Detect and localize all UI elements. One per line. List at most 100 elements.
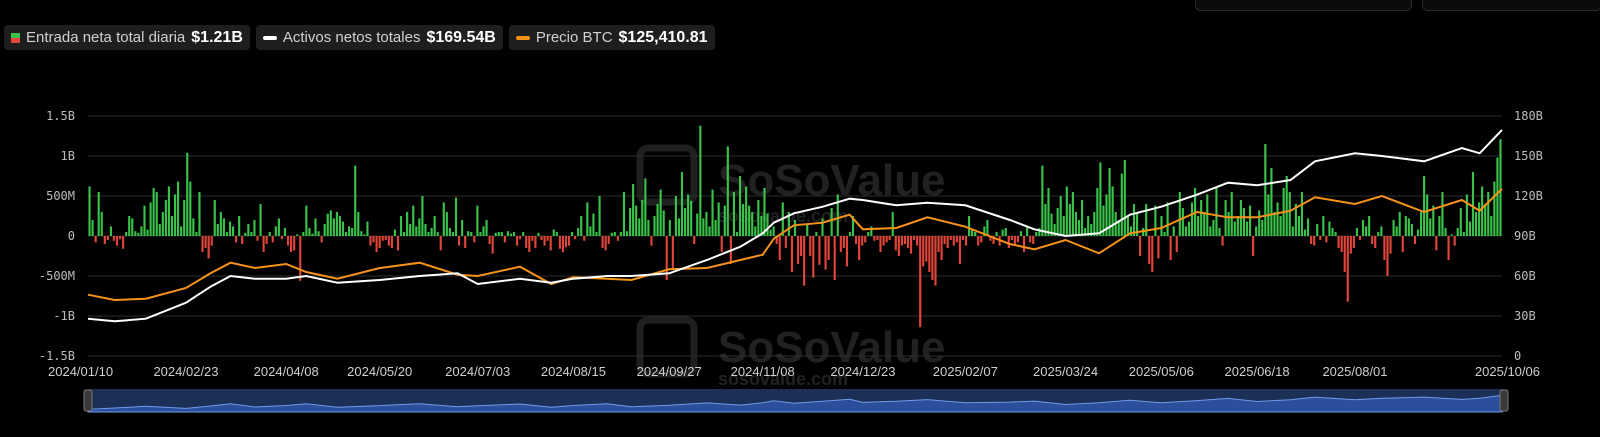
inflow-bar[interactable]	[344, 232, 348, 236]
inflow-bar[interactable]	[1245, 221, 1249, 236]
inflow-bar[interactable]	[742, 204, 745, 236]
inflow-bar[interactable]	[1197, 216, 1200, 236]
inflow-bar[interactable]	[357, 212, 360, 236]
inflow-bar[interactable]	[1371, 236, 1374, 244]
inflow-bar[interactable]	[326, 213, 329, 236]
inflow-bar[interactable]	[845, 236, 848, 267]
inflow-bar[interactable]	[861, 236, 864, 246]
btc-price-line[interactable]	[87, 188, 1503, 302]
inflow-bar[interactable]	[1087, 216, 1090, 236]
inflow-bar[interactable]	[387, 236, 390, 246]
inflow-bar[interactable]	[1117, 220, 1120, 236]
inflow-bar[interactable]	[1071, 192, 1074, 236]
inflow-bar[interactable]	[833, 236, 836, 280]
inflow-bar[interactable]	[751, 212, 754, 236]
inflow-bar[interactable]	[128, 216, 131, 236]
inflow-bar[interactable]	[146, 229, 149, 236]
inflow-bar[interactable]	[662, 210, 665, 236]
inflow-bar[interactable]	[1187, 221, 1191, 236]
inflow-bar[interactable]	[418, 218, 421, 236]
inflow-bar[interactable]	[512, 232, 516, 236]
inflow-bar[interactable]	[1255, 226, 1258, 236]
inflow-bar[interactable]	[250, 232, 253, 236]
inflow-bar[interactable]	[1172, 226, 1175, 236]
inflow-bar[interactable]	[1374, 236, 1377, 248]
inflow-bar[interactable]	[1328, 221, 1331, 236]
inflow-bar[interactable]	[1307, 218, 1310, 236]
inflow-bar[interactable]	[778, 236, 781, 260]
range-navigator[interactable]	[83, 389, 1509, 413]
inflow-bar[interactable]	[140, 226, 143, 236]
inflow-bar[interactable]	[989, 236, 992, 241]
inflow-bar[interactable]	[766, 213, 769, 236]
inflow-bar[interactable]	[109, 226, 112, 236]
inflow-bar[interactable]	[671, 236, 674, 268]
inflow-bar[interactable]	[1322, 216, 1325, 236]
legend-item-daily-inflow[interactable]: Entrada neta total diaria $1.21B	[4, 25, 250, 50]
inflow-bar[interactable]	[1108, 168, 1111, 236]
inflow-bar[interactable]	[406, 212, 409, 236]
inflow-bar[interactable]	[598, 196, 601, 236]
inflow-bar[interactable]	[1099, 162, 1102, 236]
inflow-bar[interactable]	[638, 218, 641, 236]
inflow-bar[interactable]	[1242, 208, 1246, 236]
inflow-bar[interactable]	[522, 232, 525, 236]
inflow-bar[interactable]	[210, 236, 213, 246]
inflow-bar[interactable]	[534, 236, 537, 248]
inflow-bar[interactable]	[1203, 212, 1206, 236]
inflow-bar[interactable]	[1068, 204, 1071, 236]
inflow-bar[interactable]	[1190, 202, 1194, 236]
inflow-bar[interactable]	[207, 236, 210, 259]
inflow-bar[interactable]	[503, 236, 506, 243]
inflow-bar[interactable]	[384, 236, 387, 240]
inflow-bar[interactable]	[1102, 205, 1105, 236]
inflow-bar[interactable]	[607, 236, 610, 244]
inflow-bar[interactable]	[134, 231, 137, 236]
inflow-bar[interactable]	[964, 236, 968, 246]
inflow-bar[interactable]	[809, 236, 812, 256]
inflow-bar[interactable]	[286, 236, 290, 246]
inflow-bar[interactable]	[238, 216, 241, 236]
inflow-bar[interactable]	[528, 236, 531, 252]
inflow-bar[interactable]	[180, 226, 183, 236]
inflow-bar[interactable]	[803, 236, 806, 286]
inflow-bar[interactable]	[1429, 218, 1432, 236]
inflow-bar[interactable]	[354, 165, 357, 236]
inflow-bar[interactable]	[351, 228, 354, 236]
inflow-bar[interactable]	[149, 202, 152, 236]
inflow-bar[interactable]	[1432, 205, 1435, 236]
inflow-bar[interactable]	[158, 224, 161, 236]
inflow-bar[interactable]	[1316, 224, 1319, 236]
inflow-bar[interactable]	[506, 231, 509, 236]
inflow-bar[interactable]	[283, 228, 287, 236]
inflow-bar[interactable]	[290, 236, 293, 252]
inflow-bar[interactable]	[393, 229, 396, 236]
inflow-bar[interactable]	[216, 224, 219, 236]
inflow-bar[interactable]	[906, 236, 910, 248]
inflow-bar[interactable]	[1111, 186, 1114, 236]
inflow-bar[interactable]	[1050, 213, 1053, 236]
inflow-bar[interactable]	[1456, 228, 1459, 236]
inflow-bar[interactable]	[772, 226, 775, 236]
inflow-bar[interactable]	[1224, 200, 1227, 236]
inflow-bar[interactable]	[302, 232, 305, 236]
inflow-bar[interactable]	[228, 221, 232, 236]
inflow-bar[interactable]	[586, 202, 589, 236]
inflow-bar[interactable]	[94, 236, 97, 243]
inflow-bar[interactable]	[247, 224, 250, 236]
inflow-bar[interactable]	[760, 216, 763, 236]
inflow-bar[interactable]	[888, 236, 891, 240]
inflow-bar[interactable]	[1029, 236, 1032, 243]
inflow-bar[interactable]	[1410, 224, 1413, 236]
inflow-bar[interactable]	[1426, 194, 1429, 236]
inflow-bar[interactable]	[543, 236, 546, 246]
inflow-bar[interactable]	[119, 236, 122, 240]
inflow-bar[interactable]	[800, 236, 803, 256]
inflow-bar[interactable]	[574, 236, 577, 240]
inflow-bar[interactable]	[479, 232, 482, 236]
inflow-bar[interactable]	[909, 236, 913, 254]
inflow-bar[interactable]	[381, 236, 384, 241]
inflow-bar[interactable]	[934, 236, 937, 286]
inflow-bar[interactable]	[1270, 168, 1273, 236]
inflow-bar[interactable]	[1481, 186, 1484, 236]
